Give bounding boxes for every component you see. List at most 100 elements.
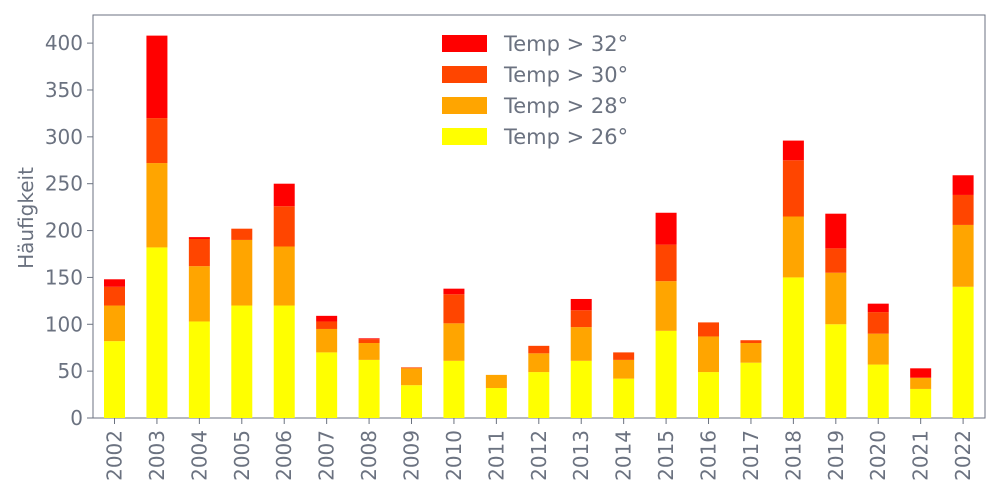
- bar-segment-2016-series-3: [698, 322, 720, 337]
- legend-label: Temp > 32°: [503, 32, 628, 56]
- legend-label: Temp > 26°: [503, 125, 628, 149]
- legend-swatch: [442, 128, 487, 145]
- x-tick-label: 2017: [739, 430, 763, 481]
- x-tick-label: 2014: [612, 430, 636, 481]
- x-tick-label: 2020: [866, 430, 890, 481]
- bar-segment-2015-series-3: [655, 244, 677, 282]
- bar-segment-2009-series-2: [401, 368, 423, 386]
- y-tick-label: 150: [45, 265, 83, 289]
- bar-segment-2009-series-3: [401, 367, 423, 369]
- bar-segment-2013-series-2: [570, 327, 592, 361]
- legend-label: Temp > 30°: [503, 63, 628, 87]
- y-tick-label: 250: [45, 172, 83, 196]
- bar-segment-2004-series-2: [188, 266, 210, 322]
- bar-segment-2019-series-3: [825, 248, 847, 273]
- x-tick-label: 2012: [527, 430, 551, 481]
- bar-segment-2006-series-3: [273, 206, 295, 247]
- bar-segment-2015-series-1: [655, 330, 677, 418]
- legend: Temp > 32° Temp > 30° Temp > 28° Temp > 26°: [442, 32, 628, 149]
- bar-segment-2011-series-2: [485, 374, 507, 389]
- x-tick-label: 2010: [442, 430, 466, 481]
- bar-segment-2008-series-1: [358, 359, 380, 418]
- bar-segment-2005-series-2: [231, 239, 253, 306]
- y-axis: 0 50 100 150 200 250 300 350 400: [45, 31, 93, 430]
- bar-segment-2018-series-2: [782, 216, 804, 278]
- bar-segment-2007-series-2: [316, 328, 338, 353]
- bar-segment-2007-series-4: [316, 315, 338, 322]
- bar-segment-2007-series-1: [316, 352, 338, 418]
- bar-segment-2013-series-3: [570, 310, 592, 328]
- x-tick-label: 2008: [357, 430, 381, 481]
- bar-segment-2006-series-1: [273, 305, 295, 418]
- y-tick-label: 300: [45, 125, 83, 149]
- bar-segment-2021-series-1: [910, 388, 932, 418]
- x-tick-label: 2013: [569, 430, 593, 481]
- bar-segment-2011-series-1: [485, 388, 507, 418]
- x-tick-label: 2003: [145, 430, 169, 481]
- bar-segment-2017-series-2: [740, 343, 762, 363]
- bar-segment-2019-series-4: [825, 213, 847, 249]
- y-tick-label: 0: [70, 406, 83, 430]
- x-tick-label: 2007: [315, 430, 339, 481]
- bar-segment-2012-series-2: [528, 353, 550, 373]
- y-tick-label: 100: [45, 312, 83, 336]
- bars-group: [104, 35, 974, 418]
- x-tick-label: 2022: [951, 430, 975, 481]
- legend-label: Temp > 28°: [503, 94, 628, 118]
- bar-segment-2007-series-3: [316, 321, 338, 329]
- bar-segment-2005-series-3: [231, 228, 253, 240]
- bar-segment-2022-series-3: [952, 194, 974, 225]
- bar-segment-2002-series-3: [104, 286, 125, 306]
- x-tick-label: 2021: [909, 430, 933, 481]
- bar-segment-2020-series-4: [867, 303, 889, 313]
- x-tick-label: 2011: [484, 430, 508, 481]
- bar-segment-2003-series-2: [146, 163, 168, 248]
- x-tick-label: 2018: [781, 430, 805, 481]
- x-tick-label: 2015: [654, 430, 678, 481]
- bar-segment-2012-series-3: [528, 345, 550, 354]
- bar-segment-2003-series-1: [146, 247, 168, 418]
- bar-segment-2006-series-2: [273, 246, 295, 306]
- bar-segment-2021-series-2: [910, 377, 932, 389]
- x-tick-label: 2016: [697, 430, 721, 481]
- y-tick-label: 50: [58, 359, 83, 383]
- y-tick-label: 200: [45, 219, 83, 243]
- bar-segment-2015-series-2: [655, 281, 677, 331]
- bar-segment-2022-series-4: [952, 175, 974, 195]
- bar-segment-2020-series-2: [867, 333, 889, 365]
- bar-segment-2002-series-4: [104, 279, 125, 287]
- bar-segment-2008-series-3: [358, 339, 380, 344]
- bar-segment-2010-series-3: [443, 294, 465, 324]
- x-tick-label: 2005: [230, 430, 254, 481]
- x-tick-label: 2004: [187, 430, 211, 481]
- bar-segment-2022-series-1: [952, 286, 974, 418]
- bar-segment-2012-series-1: [528, 372, 550, 418]
- bar-segment-2017-series-1: [740, 362, 762, 418]
- bar-segment-2006-series-4: [273, 183, 295, 207]
- bar-segment-2018-series-3: [782, 160, 804, 217]
- y-axis-label: Häufigkeit: [14, 167, 38, 269]
- bar-segment-2014-series-1: [613, 378, 635, 418]
- bar-segment-2020-series-3: [867, 312, 889, 334]
- bar-segment-2004-series-1: [188, 321, 210, 418]
- bar-segment-2017-series-3: [740, 340, 762, 344]
- bar-segment-2009-series-1: [401, 385, 423, 418]
- bar-segment-2010-series-4: [443, 288, 465, 295]
- legend-swatch: [442, 35, 487, 52]
- bar-segment-2016-series-2: [698, 336, 720, 373]
- bar-segment-2004-series-4: [188, 237, 210, 239]
- bar-segment-2003-series-4: [146, 35, 168, 119]
- bar-segment-2014-series-2: [613, 359, 635, 379]
- bar-segment-2016-series-1: [698, 372, 720, 418]
- bar-segment-2008-series-4: [358, 338, 380, 340]
- bar-segment-2018-series-1: [782, 277, 804, 418]
- bar-segment-2013-series-4: [570, 298, 592, 311]
- bar-segment-2002-series-1: [104, 341, 125, 418]
- bar-segment-2015-series-4: [655, 212, 677, 245]
- legend-swatch: [442, 66, 487, 83]
- x-tick-label: 2006: [272, 430, 296, 481]
- x-tick-label: 2002: [103, 430, 127, 481]
- bar-segment-2008-series-2: [358, 343, 380, 360]
- bar-segment-2021-series-4: [910, 368, 932, 378]
